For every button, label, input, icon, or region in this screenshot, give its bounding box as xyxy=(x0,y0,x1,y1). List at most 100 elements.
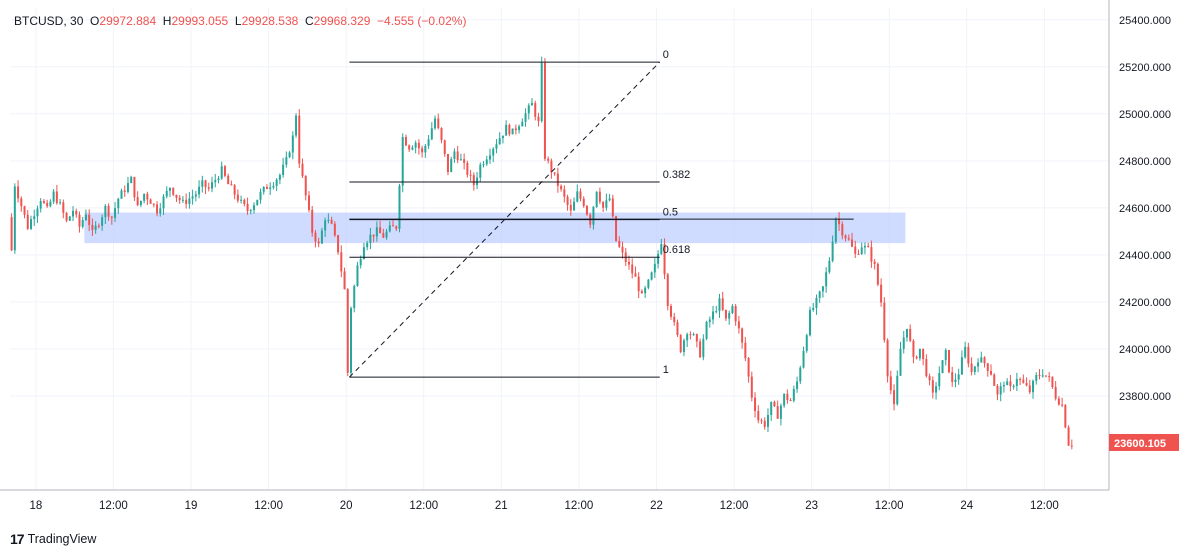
candle-body xyxy=(540,62,543,122)
candle-body xyxy=(191,196,194,199)
fib-level-label: 0 xyxy=(663,49,669,61)
symbol-name[interactable]: BTCUSD xyxy=(14,14,64,28)
candle-body xyxy=(718,298,721,312)
candle-body xyxy=(657,253,660,264)
support-resistance-zone xyxy=(84,212,906,244)
candle-body xyxy=(841,224,844,236)
candle-up xyxy=(647,278,650,290)
last-price-label: 23600.105 xyxy=(1114,438,1166,450)
candle-body xyxy=(650,272,653,280)
candle-up xyxy=(278,173,281,185)
candle-down xyxy=(1070,439,1073,450)
candle-body xyxy=(938,373,941,387)
candle-down xyxy=(207,182,210,192)
candle-down xyxy=(301,158,304,179)
candle-down xyxy=(23,205,26,219)
candle-up xyxy=(653,258,656,279)
candle-down xyxy=(1044,375,1047,378)
candle-body xyxy=(185,199,188,204)
candle-up xyxy=(220,161,223,180)
candle-body xyxy=(873,261,876,264)
candle-up xyxy=(815,294,818,315)
candle-down xyxy=(734,303,737,326)
candle-body xyxy=(295,115,298,136)
candle-body xyxy=(1006,381,1009,386)
candle-down xyxy=(1022,374,1025,384)
candle-body xyxy=(265,186,268,189)
candle-down xyxy=(757,405,760,424)
candle-down xyxy=(947,349,950,374)
candle-up xyxy=(49,199,52,208)
candle-body xyxy=(463,159,466,163)
candle-down xyxy=(925,354,928,378)
candle-body xyxy=(1061,404,1064,406)
candle-body xyxy=(653,263,656,273)
candle-down xyxy=(514,124,517,135)
candle-body xyxy=(747,358,750,377)
candle-down xyxy=(223,165,226,178)
candle-body xyxy=(951,372,954,382)
candle-body xyxy=(899,348,902,376)
candle-down xyxy=(343,267,346,290)
candle-down xyxy=(307,191,310,213)
candle-body xyxy=(156,204,159,214)
candle-body xyxy=(741,328,744,343)
footer-branding: 17 TradingView xyxy=(10,531,96,547)
candle-body xyxy=(851,239,854,247)
candle-down xyxy=(392,220,395,227)
candle-body xyxy=(240,199,243,201)
candle-body xyxy=(327,219,330,221)
candle-body xyxy=(521,121,524,127)
candle-down xyxy=(760,418,763,424)
candle-body xyxy=(1041,375,1044,377)
candle-up xyxy=(488,148,491,164)
candle-down xyxy=(750,371,753,402)
candle-up xyxy=(766,408,769,433)
candle-down xyxy=(637,272,640,299)
candle-up xyxy=(81,216,84,229)
candle-down xyxy=(867,242,870,248)
price-tick-label: 23800.000 xyxy=(1119,391,1171,403)
candle-up xyxy=(143,193,146,204)
candle-body xyxy=(863,245,866,248)
candle-body xyxy=(417,142,420,149)
candle-down xyxy=(893,384,896,411)
candle-up xyxy=(821,285,824,298)
candle-body xyxy=(78,214,81,227)
candle-down xyxy=(298,109,301,169)
candle-down xyxy=(314,229,317,248)
candle-down xyxy=(337,234,340,255)
candle-body xyxy=(527,105,530,114)
candle-up xyxy=(201,175,204,193)
candle-up xyxy=(249,208,252,215)
open-label: O xyxy=(90,14,100,28)
candle-body xyxy=(631,264,634,274)
candle-body xyxy=(1070,445,1073,447)
candle-body xyxy=(805,335,808,351)
candle-body xyxy=(107,205,110,217)
candle-down xyxy=(466,160,469,178)
candle-up xyxy=(191,189,194,205)
candle-body xyxy=(227,175,230,185)
candle-up xyxy=(353,284,356,313)
candle-body xyxy=(492,148,495,156)
candle-down xyxy=(463,153,466,170)
candle-body xyxy=(136,197,139,206)
candle-up xyxy=(595,191,598,208)
candle-down xyxy=(582,196,585,208)
candle-body xyxy=(39,201,42,209)
candle-down xyxy=(1054,381,1057,401)
price-tick-label: 24200.000 xyxy=(1119,297,1171,309)
candle-up xyxy=(388,221,391,233)
candle-body xyxy=(918,348,921,359)
candle-up xyxy=(165,186,168,199)
candle-up xyxy=(708,316,711,328)
interval-value[interactable]: 30 xyxy=(70,14,84,28)
candle-up xyxy=(644,285,647,298)
candle-up xyxy=(130,175,133,184)
candle-down xyxy=(175,194,178,202)
candle-down xyxy=(721,291,724,312)
candle-body xyxy=(285,157,288,165)
candle-up xyxy=(327,213,330,224)
candle-up xyxy=(1012,384,1015,390)
